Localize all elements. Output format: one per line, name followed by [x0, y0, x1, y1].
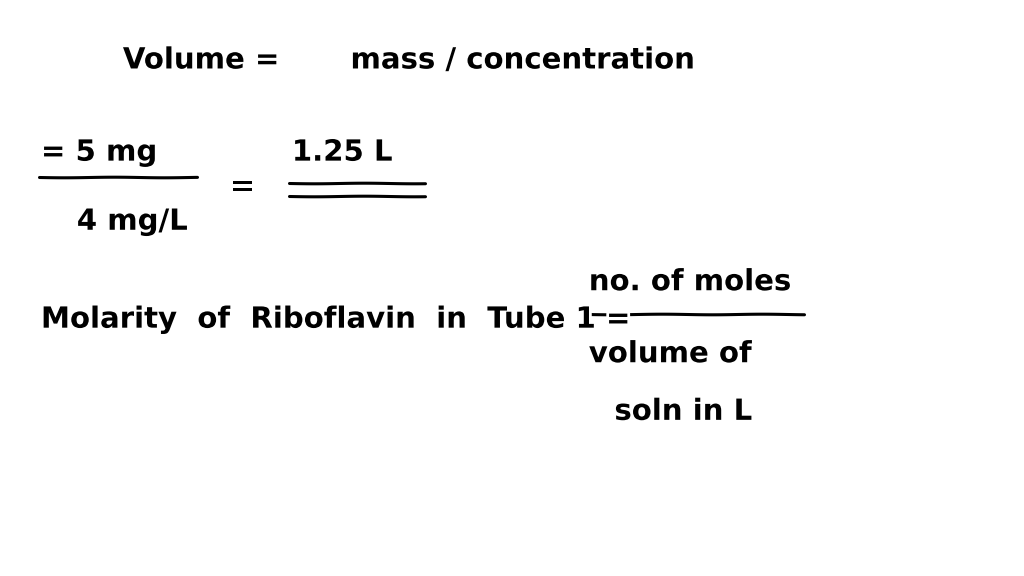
Text: soln in L: soln in L [614, 398, 753, 426]
Text: 4 mg/L: 4 mg/L [77, 208, 187, 236]
Text: = 5 mg: = 5 mg [41, 139, 157, 166]
Text: Volume =       mass / concentration: Volume = mass / concentration [123, 47, 694, 74]
Text: no. of moles: no. of moles [589, 268, 792, 296]
Text: 1.25 L: 1.25 L [292, 139, 392, 166]
Text: =: = [230, 173, 255, 201]
Text: volume of: volume of [589, 340, 752, 368]
Text: Molarity  of  Riboflavin  in  Tube 1 =: Molarity of Riboflavin in Tube 1 = [41, 306, 630, 334]
